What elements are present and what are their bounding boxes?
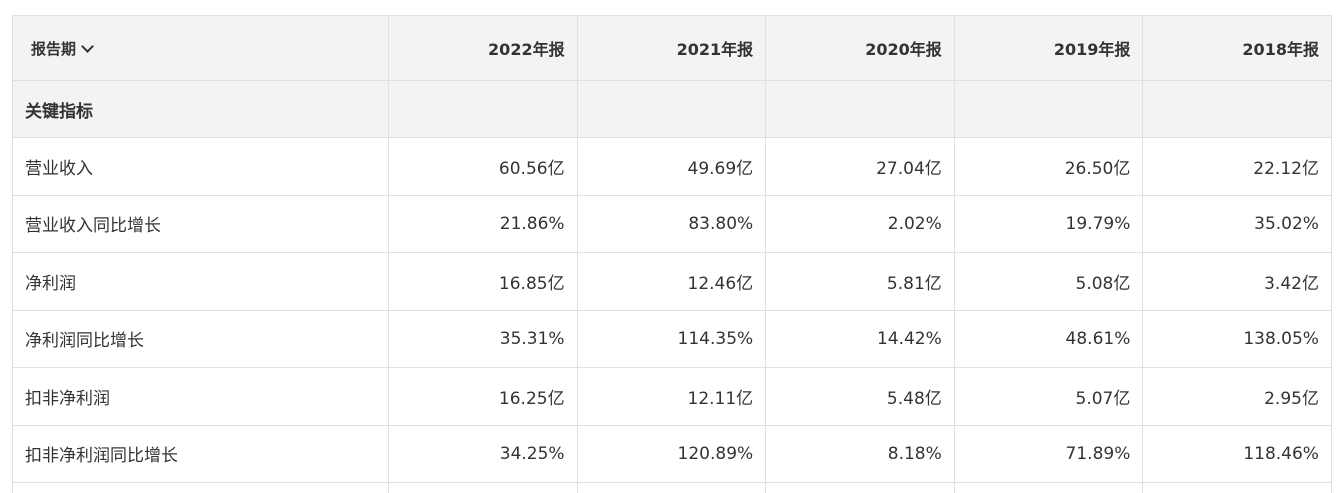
value-cell: 8.18% <box>765 424 955 483</box>
value-cell: 14.42% <box>765 309 955 368</box>
value-cell: 83.80% <box>576 194 767 253</box>
value-cell: 35.02% <box>1142 194 1332 253</box>
cutoff-cell <box>12 482 389 493</box>
value-cell: 22.12亿 <box>1142 137 1332 196</box>
table-row: 扣非净利润同比增长 34.25% 120.89% 8.18% 71.89% 11… <box>12 424 1332 483</box>
row-label: 净利润 <box>12 252 389 311</box>
section-cell <box>388 80 578 138</box>
value-cell: 16.85亿 <box>388 252 578 311</box>
value-cell: 5.81亿 <box>765 252 955 311</box>
report-period-dropdown[interactable]: 报告期 <box>12 15 389 81</box>
year-header-2022: 2022年报 <box>388 15 578 81</box>
section-cell <box>1142 80 1332 138</box>
cutoff-cell <box>576 482 767 493</box>
row-label: 扣非净利润 <box>12 367 389 426</box>
value-cell: 5.07亿 <box>953 367 1144 426</box>
value-cell: 3.42亿 <box>1142 252 1332 311</box>
value-cell: 27.04亿 <box>765 137 955 196</box>
cutoff-cell <box>765 482 955 493</box>
chevron-down-icon[interactable] <box>81 39 94 53</box>
section-row-key-indicators: 关键指标 <box>12 80 1332 138</box>
value-cell: 49.69亿 <box>576 137 767 196</box>
value-cell: 21.86% <box>388 194 578 253</box>
value-cell: 2.95亿 <box>1142 367 1332 426</box>
value-cell: 114.35% <box>576 309 767 368</box>
value-cell: 5.48亿 <box>765 367 955 426</box>
year-header-2019: 2019年报 <box>953 15 1144 81</box>
value-cell: 26.50亿 <box>953 137 1144 196</box>
year-header-2021: 2021年报 <box>576 15 767 81</box>
value-cell: 48.61% <box>953 309 1144 368</box>
row-label: 营业收入 <box>12 137 389 196</box>
row-label: 营业收入同比增长 <box>12 194 389 253</box>
financial-indicators-table: 报告期 2022年报 2021年报 2020年报 2019年报 2018年报 关… <box>12 15 1332 493</box>
value-cell: 120.89% <box>576 424 767 483</box>
cutoff-cell <box>1142 482 1332 493</box>
value-cell: 12.11亿 <box>576 367 767 426</box>
table-row-cutoff <box>12 482 1332 493</box>
header-row: 报告期 2022年报 2021年报 2020年报 2019年报 2018年报 <box>12 15 1332 81</box>
section-cell <box>953 80 1144 138</box>
cutoff-cell <box>953 482 1144 493</box>
year-header-2018: 2018年报 <box>1142 15 1332 81</box>
row-label: 扣非净利润同比增长 <box>12 424 389 483</box>
table-row: 营业收入同比增长 21.86% 83.80% 2.02% 19.79% 35.0… <box>12 194 1332 253</box>
value-cell: 19.79% <box>953 194 1144 253</box>
financial-indicators-table-container: 报告期 2022年报 2021年报 2020年报 2019年报 2018年报 关… <box>12 15 1332 493</box>
value-cell: 71.89% <box>953 424 1144 483</box>
value-cell: 12.46亿 <box>576 252 767 311</box>
value-cell: 5.08亿 <box>953 252 1144 311</box>
value-cell: 60.56亿 <box>388 137 578 196</box>
table-row: 扣非净利润 16.25亿 12.11亿 5.48亿 5.07亿 2.95亿 <box>12 367 1332 426</box>
value-cell: 2.02% <box>765 194 955 253</box>
section-label: 关键指标 <box>12 80 389 138</box>
value-cell: 138.05% <box>1142 309 1332 368</box>
value-cell: 118.46% <box>1142 424 1332 483</box>
table-row: 净利润同比增长 35.31% 114.35% 14.42% 48.61% 138… <box>12 309 1332 368</box>
year-header-2020: 2020年报 <box>765 15 955 81</box>
value-cell: 16.25亿 <box>388 367 578 426</box>
value-cell: 34.25% <box>388 424 578 483</box>
section-cell <box>765 80 955 138</box>
row-label: 净利润同比增长 <box>12 309 389 368</box>
value-cell: 35.31% <box>388 309 578 368</box>
table-row: 营业收入 60.56亿 49.69亿 27.04亿 26.50亿 22.12亿 <box>12 137 1332 196</box>
section-cell <box>576 80 767 138</box>
cutoff-cell <box>388 482 578 493</box>
table-row: 净利润 16.85亿 12.46亿 5.81亿 5.08亿 3.42亿 <box>12 252 1332 311</box>
report-period-label[interactable]: 报告期 <box>31 39 77 58</box>
